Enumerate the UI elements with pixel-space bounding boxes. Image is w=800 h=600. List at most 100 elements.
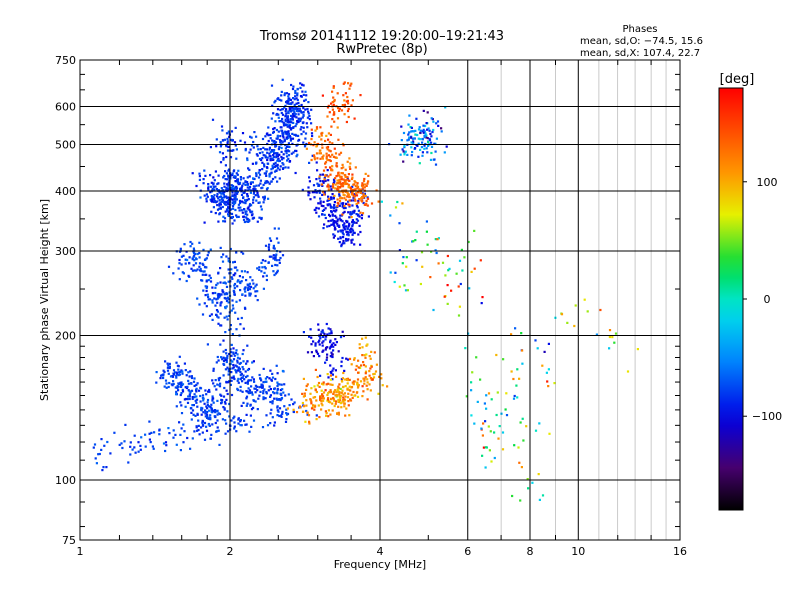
data-point <box>222 406 225 409</box>
data-point <box>334 343 337 346</box>
data-point <box>347 102 350 105</box>
data-point <box>351 225 354 228</box>
data-point <box>218 376 222 380</box>
data-point <box>350 177 354 181</box>
data-point <box>206 293 209 296</box>
data-point <box>335 216 338 219</box>
data-point <box>324 338 327 341</box>
data-point <box>207 405 210 408</box>
data-point <box>229 189 232 192</box>
data-point <box>317 404 320 407</box>
data-point <box>312 144 315 147</box>
data-point <box>183 243 186 246</box>
data-point <box>352 199 355 202</box>
data-point <box>229 174 232 177</box>
data-point <box>223 316 226 319</box>
data-point <box>236 178 239 181</box>
data-point <box>295 155 298 158</box>
data-point <box>273 170 277 173</box>
data-point <box>608 347 611 350</box>
data-point <box>613 341 616 344</box>
data-point <box>329 389 332 392</box>
data-point <box>214 170 217 173</box>
data-point <box>231 222 234 225</box>
data-point <box>174 433 177 436</box>
data-point <box>224 178 227 181</box>
data-point <box>358 215 361 218</box>
data-point <box>258 169 261 172</box>
data-point <box>228 314 231 317</box>
data-point <box>353 117 356 120</box>
data-point <box>342 239 345 243</box>
data-point <box>172 382 175 386</box>
data-point <box>351 219 354 222</box>
data-point <box>318 149 321 152</box>
data-point <box>359 94 362 97</box>
data-point <box>271 177 275 181</box>
data-point <box>403 151 406 155</box>
data-point <box>221 399 224 402</box>
data-point <box>167 372 170 375</box>
data-point <box>228 186 231 189</box>
data-point <box>309 328 312 331</box>
data-point <box>283 92 286 95</box>
data-point <box>360 214 364 217</box>
data-point <box>470 270 473 273</box>
data-point <box>345 230 348 233</box>
data-point <box>351 176 354 179</box>
data-point <box>186 385 189 388</box>
data-point <box>239 289 242 292</box>
data-point <box>322 397 325 400</box>
data-point <box>216 355 219 359</box>
data-point <box>331 213 334 216</box>
data-point <box>415 117 418 120</box>
data-point <box>234 351 238 354</box>
data-point <box>273 101 276 104</box>
data-point <box>489 430 492 433</box>
data-point <box>241 376 244 379</box>
data-point <box>237 366 240 369</box>
data-point <box>291 142 294 145</box>
data-point <box>216 301 219 304</box>
data-point <box>319 374 322 377</box>
data-point <box>346 227 349 230</box>
data-point <box>340 406 343 409</box>
data-point <box>265 391 268 394</box>
data-point <box>190 389 194 392</box>
data-point <box>235 214 238 217</box>
data-point <box>311 134 314 138</box>
data-point <box>214 421 217 425</box>
data-point <box>356 187 359 190</box>
data-point <box>419 282 422 286</box>
data-point <box>358 188 361 191</box>
data-point <box>352 382 355 385</box>
data-point <box>191 409 195 412</box>
data-point <box>317 183 320 186</box>
data-point <box>366 343 369 346</box>
data-point <box>227 257 230 260</box>
data-point <box>330 168 333 171</box>
data-point <box>204 294 207 297</box>
data-point <box>233 287 236 290</box>
data-point <box>219 246 222 249</box>
data-point <box>235 430 238 433</box>
data-point <box>319 398 322 402</box>
data-point <box>234 144 237 147</box>
data-point <box>405 256 408 259</box>
data-point <box>274 141 278 144</box>
data-point <box>261 151 264 154</box>
data-point <box>199 386 202 389</box>
data-point <box>171 375 175 378</box>
data-point <box>148 420 151 423</box>
data-point <box>327 220 330 223</box>
data-point <box>261 259 264 262</box>
data-point <box>190 418 193 421</box>
data-point <box>319 173 322 176</box>
data-point <box>323 178 326 181</box>
data-point <box>276 381 279 384</box>
data-point <box>317 142 320 146</box>
data-point <box>282 134 285 137</box>
data-point <box>95 462 98 465</box>
data-point <box>258 151 261 155</box>
data-point <box>326 353 329 356</box>
